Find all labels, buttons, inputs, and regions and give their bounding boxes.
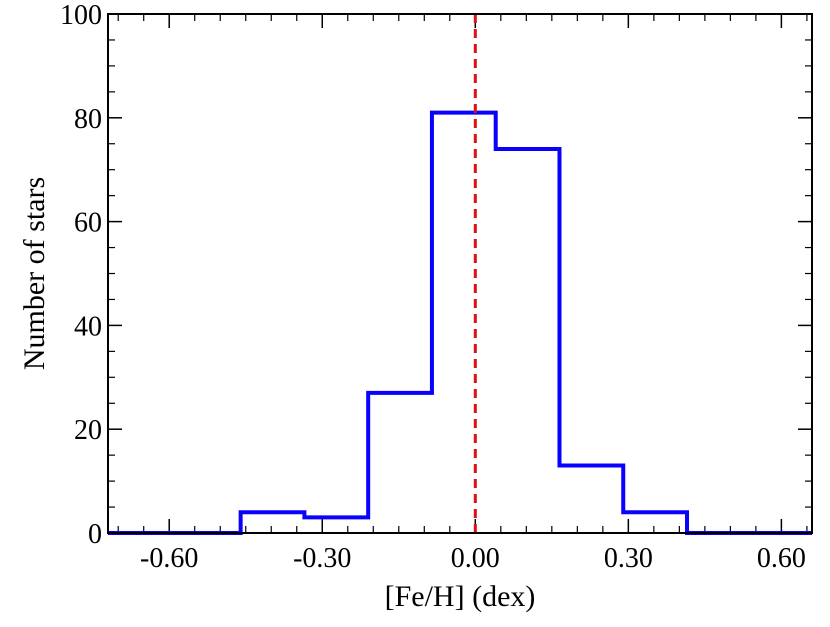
y-tick-label: 40 [74,311,102,342]
x-tick-label: 0.00 [451,543,500,574]
x-tick-label: -0.30 [293,543,351,574]
y-tick-label: 20 [74,415,102,446]
histogram-bar [432,113,496,533]
y-axis-label: Number of stars [18,177,51,370]
axes-frame [107,13,813,534]
x-axis-label: [Fe/H] (dex) [385,580,536,613]
y-tick-label: 0 [88,519,102,550]
tick-labels: -0.60 -0.30 0.00 0.30 0.60 0 20 40 60 80 100 [60,0,806,574]
y-tick-label: 80 [74,104,102,135]
histogram-bar [623,512,687,533]
histogram-bar [559,466,623,533]
tick-marks [108,13,812,534]
x-tick-label: -0.60 [140,543,198,574]
histogram-bar [304,517,368,533]
histogram-outline [108,110,812,535]
x-tick-label: 0.30 [604,543,653,574]
y-tick-label: 60 [74,208,102,239]
histogram-bar [241,512,305,533]
y-tick-label: 100 [60,0,102,31]
histogram-bar [496,149,560,533]
x-tick-label: 0.60 [757,543,806,574]
plot-area [108,14,812,535]
histogram-bar [368,393,432,533]
